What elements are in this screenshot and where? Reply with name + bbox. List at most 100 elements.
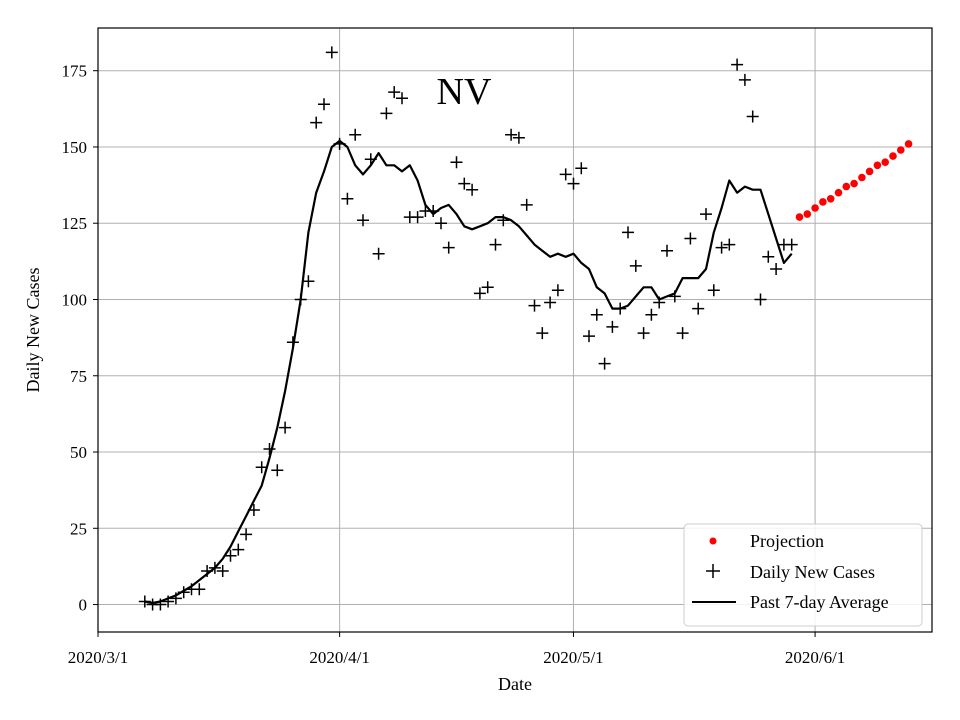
daily-cases-point xyxy=(598,357,611,370)
x-axis-ticks: 2020/3/1 2020/4/1 2020/5/1 2020/6/1 xyxy=(68,632,845,667)
y-tick-label: 50 xyxy=(70,443,87,462)
projection-point xyxy=(795,213,804,221)
daily-cases-point xyxy=(614,302,627,315)
projection-point xyxy=(811,204,819,212)
projection-point xyxy=(881,158,889,166)
daily-cases-point xyxy=(138,595,151,608)
x-tick-label: 2020/6/1 xyxy=(785,648,845,667)
y-axis-label: Daily New Cases xyxy=(23,268,43,393)
y-tick-label: 25 xyxy=(70,519,87,538)
legend-projection-label: Projection xyxy=(750,531,824,551)
daily-cases-point xyxy=(154,598,167,611)
daily-cases-point xyxy=(707,284,720,297)
daily-cases-point xyxy=(559,168,572,181)
daily-cases-point xyxy=(177,586,190,599)
daily-cases-point xyxy=(785,238,798,251)
daily-cases-point xyxy=(754,293,767,306)
daily-cases-point xyxy=(411,211,424,224)
daily-cases-point xyxy=(567,177,580,190)
legend-daily-cases-marker xyxy=(706,564,720,578)
daily-cases-point xyxy=(536,327,549,340)
plot-frame xyxy=(97,27,933,633)
daily-cases-layer xyxy=(138,46,798,611)
daily-cases-point xyxy=(606,320,619,333)
daily-cases-point xyxy=(294,293,307,306)
daily-cases-point xyxy=(255,461,268,474)
legend-box xyxy=(683,523,923,627)
average-line xyxy=(144,139,793,605)
projection-point xyxy=(819,198,827,206)
daily-cases-point xyxy=(505,128,518,141)
y-tick-label: 125 xyxy=(62,214,88,233)
projection-point xyxy=(826,195,835,203)
daily-cases-point xyxy=(551,284,564,297)
projection-point xyxy=(842,182,851,191)
projection-point xyxy=(897,146,905,154)
daily-cases-point xyxy=(653,296,666,309)
y-tick-label: 75 xyxy=(70,367,87,386)
daily-cases-point xyxy=(738,73,751,86)
daily-cases-point xyxy=(450,156,463,169)
legend-daily-cases-label: Daily New Cases xyxy=(750,562,875,582)
daily-cases-point xyxy=(458,177,471,190)
daily-cases-point xyxy=(279,421,292,434)
daily-cases-point xyxy=(497,214,510,227)
daily-cases-point xyxy=(661,244,673,257)
y-axis-ticks: 0 25 50 75 100 125 150 175 xyxy=(62,62,98,615)
x-axis-label: Date xyxy=(498,674,532,694)
daily-cases-point xyxy=(746,110,759,123)
daily-cases-point xyxy=(723,238,736,251)
daily-cases-point xyxy=(731,58,744,71)
daily-cases-point xyxy=(169,592,182,605)
legend-projection-marker xyxy=(709,537,717,545)
daily-cases-point xyxy=(544,296,557,309)
daily-cases-point xyxy=(349,128,362,141)
daily-cases-point xyxy=(427,205,440,217)
daily-cases-point xyxy=(372,247,385,260)
daily-cases-point xyxy=(240,528,253,541)
y-tick-label: 0 xyxy=(79,596,88,615)
daily-cases-point xyxy=(271,464,284,477)
projection-point xyxy=(850,179,858,188)
daily-cases-point xyxy=(302,275,315,288)
daily-cases-point xyxy=(201,565,214,577)
daily-cases-point xyxy=(208,561,221,574)
daily-cases-point xyxy=(684,232,697,245)
daily-cases-point xyxy=(676,327,689,340)
chart-title: NV xyxy=(437,71,492,113)
y-tick-label: 100 xyxy=(62,290,88,309)
daily-cases-point xyxy=(263,443,276,455)
daily-cases-point xyxy=(333,137,346,150)
daily-cases-point xyxy=(575,162,588,175)
daily-cases-point xyxy=(583,330,595,343)
projection-point xyxy=(904,140,913,148)
daily-cases-point xyxy=(286,336,299,349)
y-tick-label: 150 xyxy=(62,138,88,157)
daily-cases-point xyxy=(380,107,393,120)
daily-cases-point xyxy=(645,308,658,321)
daily-cases-point xyxy=(325,46,338,59)
daily-cases-point xyxy=(700,208,712,221)
projection-point xyxy=(803,210,812,218)
daily-cases-point xyxy=(489,238,502,251)
projection-point xyxy=(858,173,866,182)
daily-cases-point xyxy=(232,543,245,556)
daily-cases-point xyxy=(396,92,408,105)
daily-cases-point xyxy=(388,86,401,99)
daily-cases-point xyxy=(481,281,494,294)
legend: Projection Daily New Cases Past 7-day Av… xyxy=(683,523,923,627)
x-tick-label: 2020/4/1 xyxy=(309,648,369,667)
x-tick-label: 2020/3/1 xyxy=(68,648,128,667)
daily-cases-point xyxy=(762,250,775,263)
projection-point xyxy=(834,188,843,197)
daily-cases-point xyxy=(528,299,541,312)
daily-cases-point xyxy=(318,98,330,111)
daily-cases-point xyxy=(668,290,681,303)
projection-point xyxy=(873,161,882,170)
daily-cases-point xyxy=(590,308,603,321)
daily-cases-point xyxy=(715,241,728,254)
daily-cases-point xyxy=(512,131,525,144)
y-tick-label: 175 xyxy=(62,62,88,81)
daily-cases-point xyxy=(466,183,479,196)
